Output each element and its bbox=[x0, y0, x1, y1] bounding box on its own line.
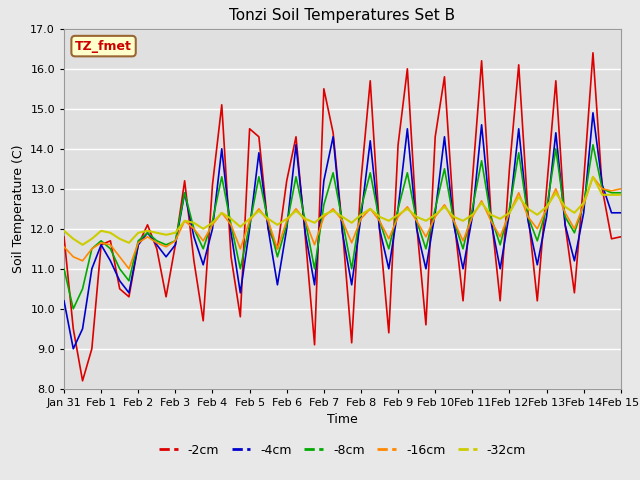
Text: TZ_fmet: TZ_fmet bbox=[75, 40, 132, 53]
-8cm bbox=[589, 142, 596, 148]
-4cm bbox=[60, 298, 68, 304]
-4cm bbox=[180, 190, 188, 196]
-16cm bbox=[200, 238, 207, 244]
-32cm bbox=[264, 216, 272, 222]
Legend: -2cm, -4cm, -8cm, -16cm, -32cm: -2cm, -4cm, -8cm, -16cm, -32cm bbox=[154, 439, 531, 462]
-4cm bbox=[617, 210, 625, 216]
-2cm bbox=[552, 78, 559, 84]
-32cm bbox=[79, 242, 86, 248]
Line: -4cm: -4cm bbox=[64, 113, 621, 349]
-4cm bbox=[403, 126, 411, 132]
-32cm bbox=[200, 226, 207, 232]
-2cm bbox=[403, 66, 411, 72]
-16cm bbox=[60, 244, 68, 250]
-16cm bbox=[125, 266, 133, 272]
-4cm bbox=[69, 346, 77, 352]
-4cm bbox=[366, 138, 374, 144]
-16cm bbox=[617, 186, 625, 192]
-8cm bbox=[617, 190, 625, 196]
-2cm bbox=[366, 78, 374, 84]
-4cm bbox=[552, 130, 559, 136]
-32cm bbox=[180, 218, 188, 224]
-8cm bbox=[264, 218, 272, 224]
-2cm bbox=[79, 378, 86, 384]
-16cm bbox=[403, 204, 411, 210]
-2cm bbox=[589, 50, 596, 56]
-2cm bbox=[200, 318, 207, 324]
Line: -32cm: -32cm bbox=[64, 177, 621, 245]
-32cm bbox=[403, 206, 411, 212]
-16cm bbox=[180, 218, 188, 224]
-4cm bbox=[200, 262, 207, 268]
Y-axis label: Soil Temperature (C): Soil Temperature (C) bbox=[12, 144, 25, 273]
-4cm bbox=[264, 226, 272, 232]
-16cm bbox=[366, 206, 374, 212]
-16cm bbox=[552, 186, 559, 192]
-2cm bbox=[60, 234, 68, 240]
-2cm bbox=[180, 178, 188, 184]
-8cm bbox=[403, 170, 411, 176]
-32cm bbox=[366, 206, 374, 212]
Line: -2cm: -2cm bbox=[64, 53, 621, 381]
-8cm bbox=[180, 190, 188, 196]
-32cm bbox=[60, 228, 68, 234]
Line: -8cm: -8cm bbox=[64, 145, 621, 309]
-8cm bbox=[200, 246, 207, 252]
-2cm bbox=[617, 234, 625, 240]
Line: -16cm: -16cm bbox=[64, 177, 621, 269]
-32cm bbox=[617, 192, 625, 198]
-8cm bbox=[69, 306, 77, 312]
-16cm bbox=[589, 174, 596, 180]
-4cm bbox=[589, 110, 596, 116]
-32cm bbox=[589, 174, 596, 180]
Title: Tonzi Soil Temperatures Set B: Tonzi Soil Temperatures Set B bbox=[229, 9, 456, 24]
-8cm bbox=[60, 266, 68, 272]
-8cm bbox=[366, 170, 374, 176]
-2cm bbox=[264, 226, 272, 232]
X-axis label: Time: Time bbox=[327, 413, 358, 426]
-8cm bbox=[552, 146, 559, 152]
-32cm bbox=[552, 190, 559, 196]
-16cm bbox=[264, 218, 272, 224]
